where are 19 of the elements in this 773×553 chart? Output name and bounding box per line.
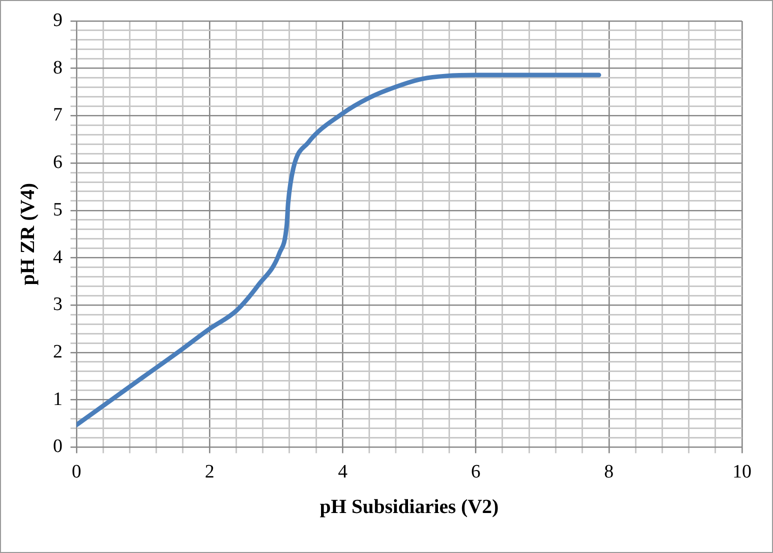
y-tick-label: 6 — [53, 152, 62, 174]
y-tick-label: 1 — [53, 388, 62, 410]
x-tick-label: 0 — [72, 462, 82, 483]
x-tick-label: 10 — [732, 462, 752, 483]
x-tick-label: 2 — [204, 462, 214, 483]
y-tick-label: 9 — [53, 10, 62, 31]
line-series — [76, 72, 602, 428]
y-tick-label: 5 — [53, 199, 62, 220]
y-tick-label: 8 — [53, 57, 62, 78]
y-tick-label: 7 — [53, 104, 62, 126]
x-tick-label: 6 — [471, 462, 481, 483]
y-tick-label: 2 — [53, 341, 62, 362]
x-axis-title: pH Subsidiaries (V2) — [320, 496, 499, 518]
x-tick-label: 8 — [604, 462, 614, 483]
y-tick-label: 0 — [53, 436, 62, 458]
y-tick-label: 3 — [53, 294, 62, 316]
y-tick-label: 4 — [53, 246, 63, 268]
x-tick-label: 4 — [338, 462, 348, 483]
y-axis-title: pH ZR (V4) — [17, 182, 40, 286]
